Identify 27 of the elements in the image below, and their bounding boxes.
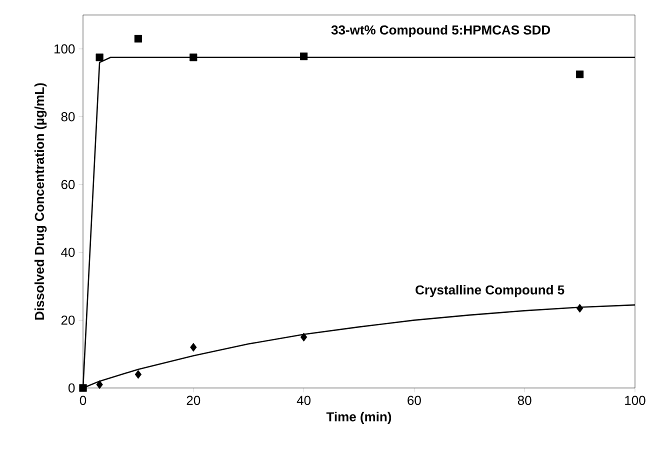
point [576, 304, 584, 313]
point [96, 380, 103, 389]
point [96, 54, 104, 62]
y-tick-label: 100 [54, 44, 75, 54]
x-tick-label: 20 [186, 396, 200, 405]
y-tick-label: 80 [61, 112, 75, 122]
series-label: Crystalline Compound 5 [416, 284, 564, 298]
x-tick-label: 100 [625, 396, 646, 405]
x-tick-label: 80 [518, 396, 532, 405]
x-tick-label: 0 [80, 396, 86, 405]
point [134, 34, 142, 43]
x-axis-title: Time (min) [326, 412, 392, 424]
point [300, 52, 308, 60]
x-tick-label: 60 [408, 396, 421, 405]
x-tick-label: 40 [296, 396, 311, 405]
point [190, 54, 198, 62]
y-tick-label: 0 [68, 383, 75, 393]
point [576, 70, 584, 78]
y-tick-label: 60 [61, 180, 75, 190]
point [190, 342, 197, 352]
point [79, 384, 87, 392]
text: 33-wt% Compound 5:HPMCAS SDD [331, 25, 550, 38]
point [300, 332, 308, 342]
y-tick-label: 40 [61, 248, 75, 257]
y-axis-title: Dissolved Drug Concentration (µg/mL) [34, 83, 47, 320]
y-tick-label: 20 [61, 316, 75, 325]
point [134, 370, 142, 379]
